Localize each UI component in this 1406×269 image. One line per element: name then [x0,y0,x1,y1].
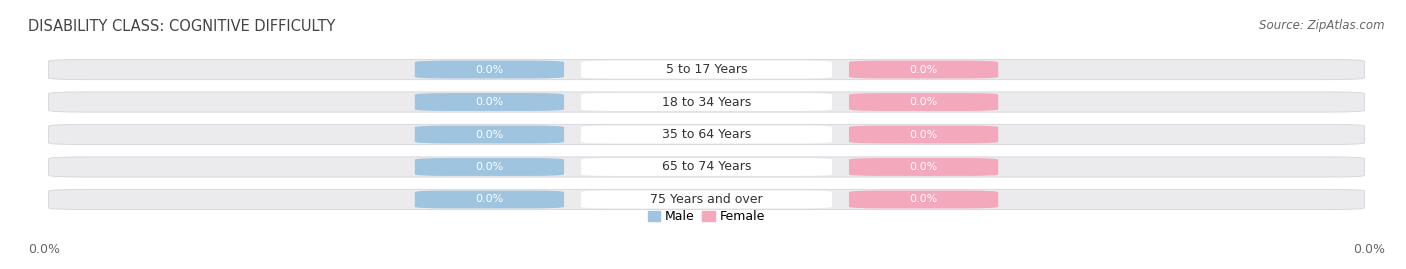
Text: 0.0%: 0.0% [475,194,503,204]
FancyBboxPatch shape [849,158,998,176]
Text: 0.0%: 0.0% [910,162,938,172]
Text: 0.0%: 0.0% [475,65,503,75]
FancyBboxPatch shape [415,158,564,176]
Text: 0.0%: 0.0% [475,97,503,107]
FancyBboxPatch shape [48,92,1365,112]
Text: 75 Years and over: 75 Years and over [650,193,763,206]
Text: 35 to 64 Years: 35 to 64 Years [662,128,751,141]
Text: Source: ZipAtlas.com: Source: ZipAtlas.com [1260,19,1385,32]
Text: DISABILITY CLASS: COGNITIVE DIFFICULTY: DISABILITY CLASS: COGNITIVE DIFFICULTY [28,19,336,34]
FancyBboxPatch shape [581,61,832,79]
FancyBboxPatch shape [849,190,998,208]
FancyBboxPatch shape [849,126,998,143]
FancyBboxPatch shape [48,59,1365,80]
FancyBboxPatch shape [581,190,832,208]
Legend: Male, Female: Male, Female [643,205,770,228]
Text: 0.0%: 0.0% [910,194,938,204]
Text: 0.0%: 0.0% [1353,243,1385,256]
FancyBboxPatch shape [415,61,564,79]
Text: 0.0%: 0.0% [910,65,938,75]
FancyBboxPatch shape [415,126,564,143]
FancyBboxPatch shape [849,93,998,111]
FancyBboxPatch shape [581,126,832,143]
Text: 0.0%: 0.0% [475,129,503,140]
FancyBboxPatch shape [415,93,564,111]
Text: 5 to 17 Years: 5 to 17 Years [666,63,747,76]
Text: 0.0%: 0.0% [910,129,938,140]
Text: 0.0%: 0.0% [910,97,938,107]
Text: 18 to 34 Years: 18 to 34 Years [662,95,751,108]
FancyBboxPatch shape [48,189,1365,210]
Text: 0.0%: 0.0% [28,243,60,256]
Text: 65 to 74 Years: 65 to 74 Years [662,161,751,174]
Text: 0.0%: 0.0% [475,162,503,172]
FancyBboxPatch shape [48,157,1365,177]
FancyBboxPatch shape [415,190,564,208]
FancyBboxPatch shape [849,61,998,79]
FancyBboxPatch shape [581,158,832,176]
FancyBboxPatch shape [581,93,832,111]
FancyBboxPatch shape [48,125,1365,144]
